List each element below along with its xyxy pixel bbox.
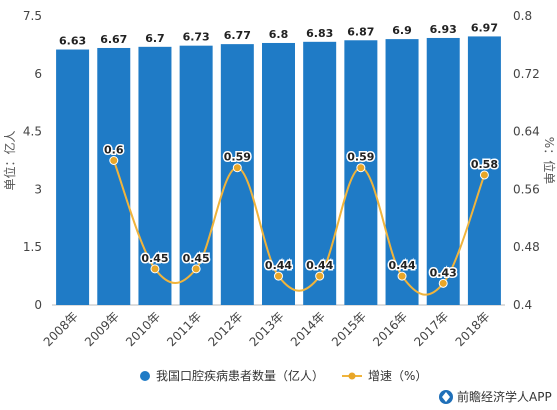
y-axis-title: 单位：亿人 — [2, 130, 17, 190]
line-value-label: 0.43 — [430, 266, 457, 279]
y-tick-label: 7.5 — [23, 9, 42, 23]
bar-value-label: 6.77 — [224, 29, 251, 42]
bar-value-label: 6.93 — [430, 23, 457, 36]
data-labels: 6.63 6.67 6.7 6.73 6.77 6.8 6.83 6.87 6.9 6.93 6.9… — [59, 21, 499, 280]
line-point — [150, 264, 160, 274]
line-series — [109, 156, 489, 296]
line-value-label: 0.45 — [183, 252, 210, 265]
x-tick-label: 2015年 — [329, 309, 369, 349]
line-point — [274, 271, 283, 281]
y-tick-label: 4.5 — [23, 125, 42, 139]
bar-value-label: 6.7 — [145, 32, 165, 45]
y2-tick-label: 0.8 — [513, 9, 532, 23]
source-credit: 前瞻经济学人APP — [439, 389, 552, 404]
x-tick-label: 2012年 — [205, 309, 245, 349]
x-tick-label: 2010年 — [123, 309, 163, 349]
y-tick-label: 6 — [34, 67, 42, 81]
x-tick-label: 2017年 — [411, 309, 451, 349]
legend-bar-label: 我国口腔疾病患者数量（亿人） — [156, 368, 324, 383]
bar-value-label: 6.67 — [100, 33, 127, 46]
line-value-label: 0.59 — [347, 151, 374, 164]
x-tick-label: 2016年 — [370, 309, 410, 349]
line-value-label: 0.44 — [306, 259, 333, 272]
bar — [385, 39, 419, 306]
x-tick-label: 2011年 — [164, 309, 204, 349]
legend-line-marker — [348, 372, 356, 380]
bar-value-label: 6.9 — [392, 24, 412, 37]
bar — [344, 40, 378, 305]
x-tick-label: 2009年 — [82, 309, 122, 349]
x-tick-label: 2014年 — [288, 309, 328, 349]
legend: 我国口腔疾病患者数量（亿人） 增速（%） — [140, 368, 427, 383]
x-tick-label: 2008年 — [41, 309, 81, 349]
line-value-label: 0.58 — [471, 158, 498, 171]
line-value-label: 0.44 — [265, 259, 292, 272]
y2-tick-label: 0.4 — [513, 298, 532, 312]
bar — [179, 45, 213, 306]
line-point — [315, 271, 325, 281]
bar — [426, 37, 460, 306]
y2-tick-label: 0.72 — [513, 67, 540, 81]
line-point — [109, 156, 119, 165]
x-tick-label: 2013年 — [247, 309, 287, 349]
growth-line — [112, 160, 486, 296]
x-tick-label: 2018年 — [453, 309, 493, 349]
line-point — [397, 271, 407, 281]
bar-value-label: 6.73 — [183, 31, 210, 44]
line-point — [438, 278, 448, 288]
y-tick-label: 3 — [34, 182, 42, 196]
line-value-label: 0.6 — [104, 144, 124, 157]
line-point — [356, 163, 366, 173]
line-value-label: 0.44 — [388, 259, 415, 272]
y-tick-label: 0 — [34, 298, 42, 312]
bar-value-label: 6.63 — [59, 35, 86, 48]
bar — [262, 42, 295, 306]
line-value-label: 0.59 — [224, 151, 251, 164]
legend-line-label: 增速（%） — [368, 369, 427, 383]
bar — [97, 47, 131, 305]
bar-value-label: 6.97 — [471, 21, 498, 34]
source-text: 前瞻经济学人APP — [457, 389, 552, 404]
bar-value-label: 6.8 — [269, 28, 289, 41]
line-point — [479, 170, 489, 180]
line-point — [232, 163, 242, 173]
line-point — [191, 264, 201, 274]
y-tick-label: 1.5 — [23, 240, 42, 254]
legend-bar-marker — [140, 371, 150, 381]
bar — [220, 44, 254, 305]
line-value-label: 0.45 — [141, 252, 168, 265]
y2-tick-label: 0.56 — [513, 182, 540, 196]
bars — [56, 36, 501, 306]
y2-tick-label: 0.64 — [513, 125, 540, 139]
y2-axis-title: %：位单 — [542, 137, 557, 184]
bar-value-label: 6.83 — [306, 27, 333, 40]
source-logo-icon — [439, 390, 453, 404]
bar-value-label: 6.87 — [347, 25, 374, 38]
y2-tick-label: 0.48 — [513, 240, 540, 254]
bar — [138, 46, 172, 306]
bar — [303, 41, 337, 306]
bar — [56, 49, 90, 305]
